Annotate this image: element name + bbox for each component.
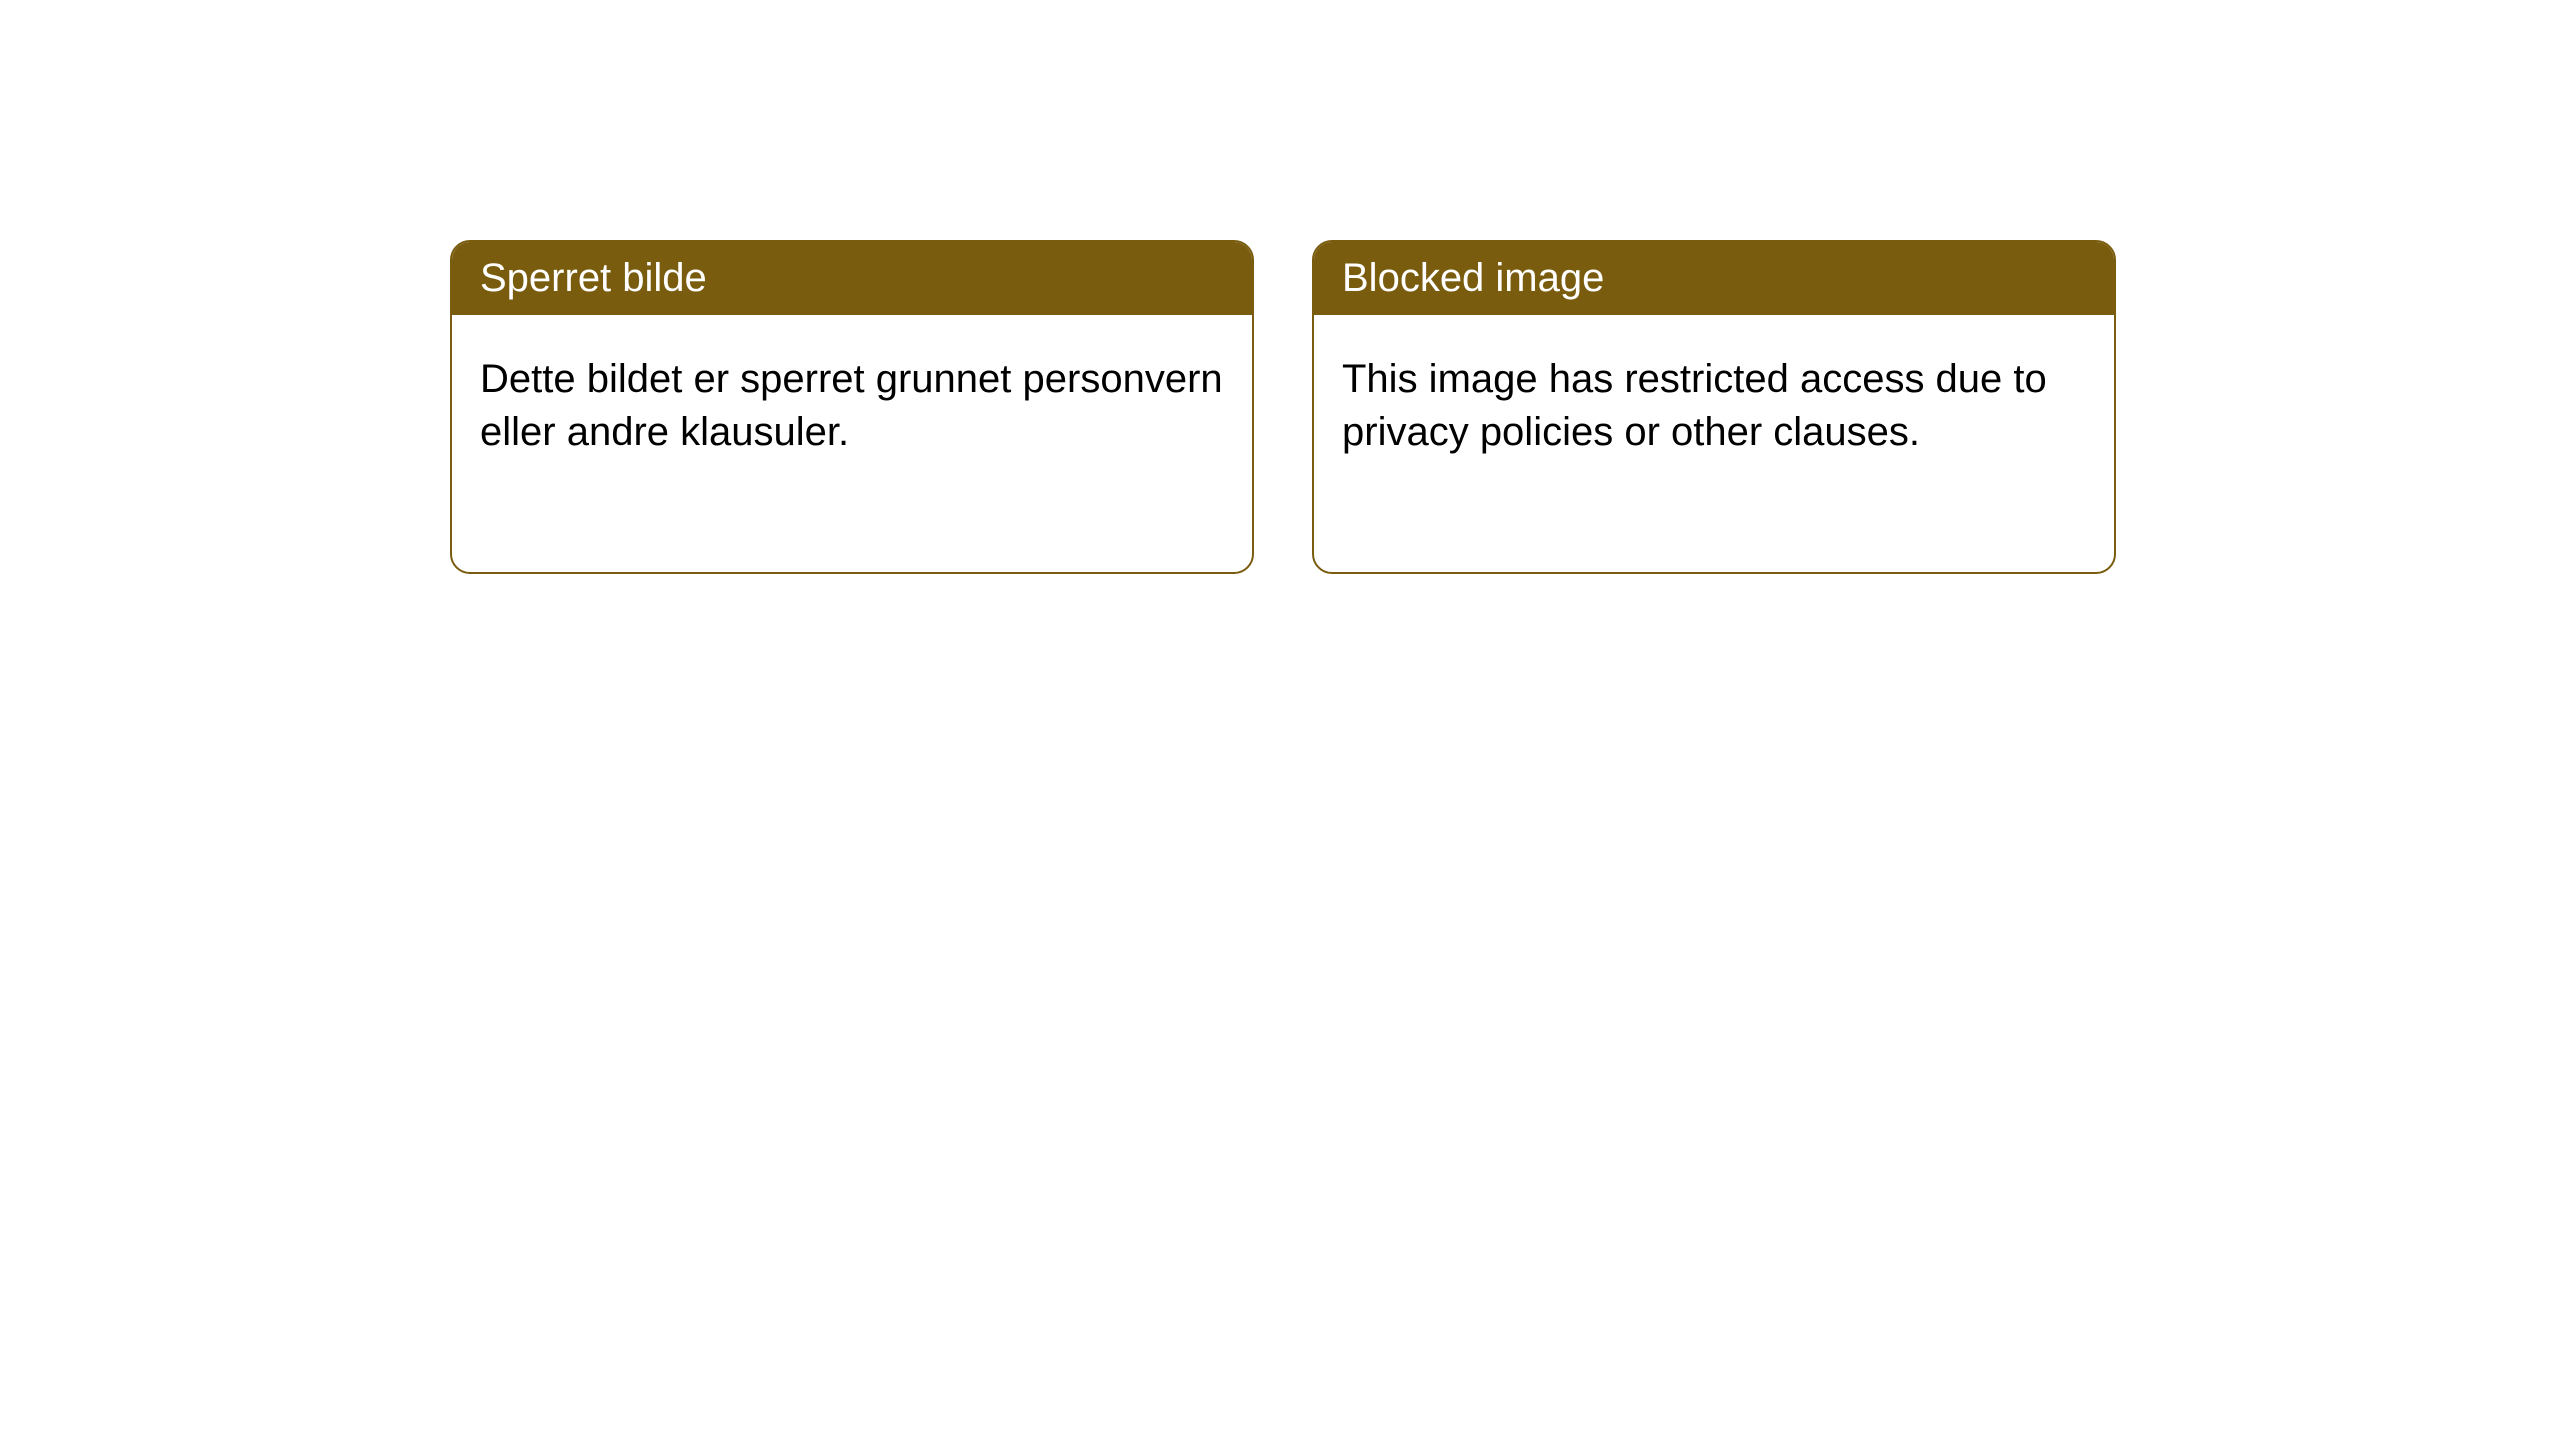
notice-card-norwegian: Sperret bilde Dette bildet er sperret gr… [450,240,1254,574]
notice-card-english: Blocked image This image has restricted … [1312,240,2116,574]
notice-title-norwegian: Sperret bilde [452,242,1252,315]
notice-title-english: Blocked image [1314,242,2114,315]
notice-body-english: This image has restricted access due to … [1314,315,2114,497]
notice-body-norwegian: Dette bildet er sperret grunnet personve… [452,315,1252,497]
notice-container: Sperret bilde Dette bildet er sperret gr… [450,240,2116,574]
